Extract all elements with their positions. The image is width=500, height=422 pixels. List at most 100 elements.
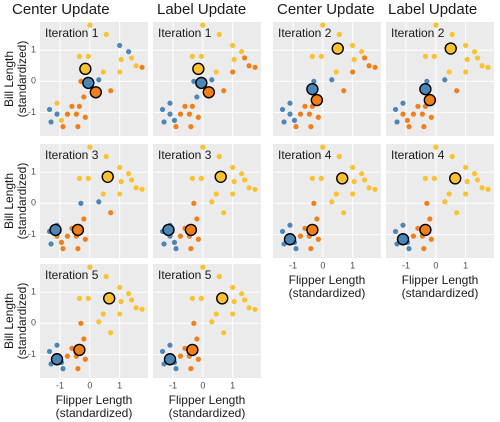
- data-point: [302, 103, 308, 109]
- data-point: [81, 94, 87, 100]
- data-point: [213, 191, 219, 197]
- data-point: [422, 53, 428, 59]
- data-point: [400, 100, 406, 106]
- data-point: [216, 273, 222, 280]
- data-point: [139, 186, 145, 192]
- data-point: [126, 171, 132, 177]
- data-point: [454, 88, 460, 94]
- data-point: [161, 119, 167, 125]
- cluster-center: [192, 62, 205, 76]
- data-point: [194, 336, 200, 342]
- data-point: [287, 111, 293, 117]
- data-point: [182, 103, 188, 109]
- data-point: [189, 295, 195, 301]
- data-point: [351, 178, 357, 185]
- data-point: [58, 239, 65, 245]
- panel-title: Iteration 2: [278, 26, 332, 40]
- y-tick-label: 1: [31, 166, 36, 176]
- column-title: Label Update: [157, 1, 246, 18]
- data-point: [198, 53, 204, 59]
- panel: -1 0 1 Flipper Length(standardized) Iteratio…: [153, 264, 261, 420]
- data-point: [198, 175, 204, 181]
- data-point: [64, 353, 71, 359]
- data-point: [85, 175, 91, 181]
- data-point: [195, 236, 201, 242]
- data-point: [194, 94, 200, 100]
- data-point: [76, 103, 82, 109]
- y-axis-label: (standardized): [15, 283, 29, 360]
- data-point: [239, 291, 245, 297]
- data-point: [241, 177, 248, 183]
- y-tick-label: 0: [31, 318, 36, 328]
- x-tick-label: 1: [463, 260, 468, 270]
- data-point: [195, 356, 201, 362]
- x-axis-label: (standardized): [402, 286, 479, 300]
- data-point: [279, 106, 286, 113]
- data-point: [230, 164, 236, 171]
- data-point: [485, 64, 491, 70]
- panel-title: Iteration 1: [45, 26, 99, 40]
- data-point: [209, 319, 215, 325]
- panel-title: Iteration 3: [158, 148, 212, 162]
- data-point: [171, 117, 178, 123]
- x-tick-label: 0: [200, 380, 205, 390]
- data-point: [209, 77, 215, 83]
- data-point: [315, 114, 321, 120]
- data-point: [472, 49, 478, 55]
- panel-title: Iteration 1: [158, 26, 212, 40]
- cluster-center: [306, 223, 319, 237]
- cluster-center: [103, 292, 116, 305]
- data-point: [100, 69, 106, 75]
- cluster-center: [202, 86, 215, 99]
- data-point: [309, 175, 315, 181]
- data-point: [318, 53, 324, 59]
- data-point: [287, 100, 293, 106]
- cluster-center: [449, 172, 462, 185]
- data-point: [336, 153, 342, 160]
- data-point: [195, 114, 201, 120]
- data-point: [139, 306, 145, 312]
- cluster-center: [419, 82, 432, 96]
- data-point: [464, 56, 470, 63]
- data-point: [87, 22, 93, 28]
- data-point: [293, 124, 299, 130]
- cluster-center: [73, 343, 86, 357]
- data-point: [96, 199, 102, 205]
- data-point: [406, 246, 412, 252]
- data-point: [463, 164, 469, 171]
- x-axis-label: Flipper Length: [56, 393, 133, 407]
- data-point: [126, 49, 132, 55]
- data-point: [311, 200, 317, 206]
- data-point: [133, 185, 139, 191]
- data-point: [189, 175, 195, 181]
- panel-background: [40, 22, 148, 136]
- data-point: [54, 100, 60, 106]
- data-point: [392, 106, 399, 113]
- x-tick-label: 1: [350, 260, 355, 270]
- cluster-center: [101, 170, 114, 183]
- data-point: [48, 119, 54, 125]
- cluster-center: [444, 42, 457, 55]
- data-point: [188, 366, 194, 372]
- data-point: [133, 305, 139, 311]
- data-point: [87, 144, 93, 150]
- data-point: [128, 177, 135, 183]
- y-axis-label: Bill Length: [2, 51, 16, 107]
- data-point: [82, 114, 88, 120]
- data-point: [246, 63, 252, 69]
- data-point: [167, 100, 173, 106]
- data-point: [297, 111, 304, 117]
- cluster-center: [49, 223, 62, 237]
- data-point: [239, 49, 245, 55]
- data-point: [463, 69, 469, 75]
- data-point: [75, 366, 81, 372]
- panel-title: Iteration 2: [391, 26, 445, 40]
- data-point: [231, 178, 237, 185]
- data-point: [252, 186, 258, 192]
- panel: Iteration 2: [273, 22, 381, 136]
- data-point: [117, 191, 123, 197]
- data-point: [108, 210, 114, 216]
- data-point: [336, 31, 342, 38]
- data-point: [103, 153, 109, 160]
- data-point: [177, 353, 184, 359]
